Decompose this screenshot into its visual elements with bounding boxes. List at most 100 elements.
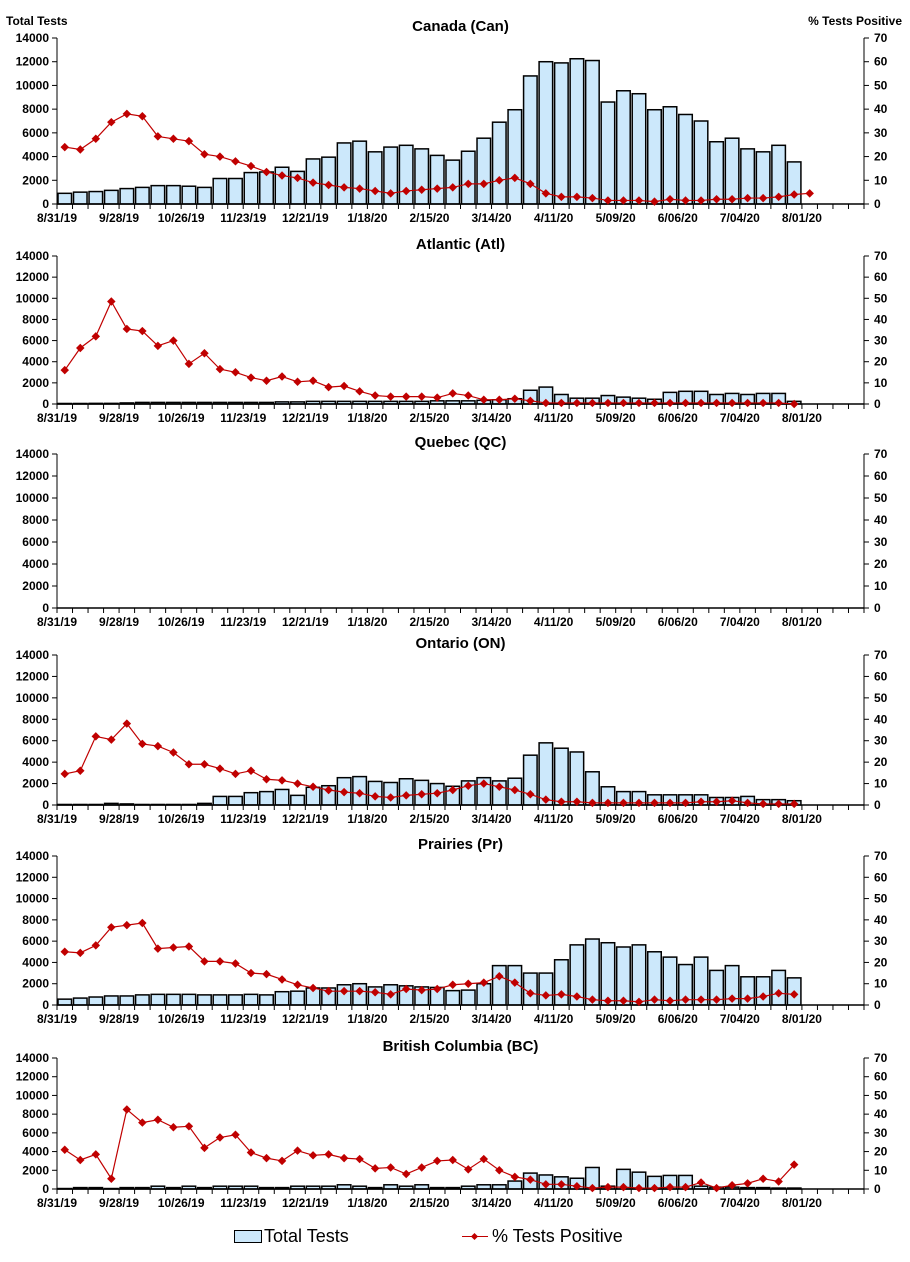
pct-positive-point [169,336,178,345]
bar [134,186,150,205]
y-tick-label: 2000 [22,777,49,791]
pct-positive-point [696,398,706,408]
y-tick-label: 12000 [16,55,50,69]
pct-positive-point [417,1163,426,1172]
pct-positive-point [184,1122,194,1131]
y2-tick-label: 10 [874,777,888,791]
pct-positive-point [541,795,551,804]
pct-positive-point [789,799,799,809]
pct-positive-point [557,990,566,999]
y-tick-label: 10000 [16,78,50,92]
y2-tick-label: 70 [874,447,888,461]
bar [600,941,616,1006]
pct-positive-point [339,381,349,391]
bar [414,148,430,205]
pct-positive-point [495,1166,504,1175]
y-tick-label: 2000 [22,173,49,187]
pct-positive-point [417,185,426,195]
pct-positive-point [76,145,85,154]
bar [150,993,166,1006]
x-tick-label: 1/18/20 [347,211,387,225]
bar [274,788,290,806]
pct-positive-point [107,117,116,127]
y2-tick-label: 0 [874,798,881,812]
pct-positive-point [153,132,163,141]
y2-tick-label: 50 [874,892,888,906]
pct-positive-point [619,1182,628,1192]
x-tick-label: 2/15/20 [409,812,449,826]
pct-positive-point [76,1155,85,1165]
x-tick-label: 10/26/19 [158,1196,205,1210]
bar [491,964,507,1006]
x-tick-label: 9/28/19 [99,615,139,629]
y2-tick-label: 10 [874,376,888,390]
pct-positive-point [727,1181,737,1190]
pct-positive-point [246,968,256,978]
pct-positive-point [200,349,209,358]
bar [584,59,600,205]
x-tick-label: 5/09/20 [596,411,636,425]
bar [507,1180,523,1190]
x-tick-label: 1/18/20 [347,615,387,629]
pct-positive-point [727,796,737,805]
pct-positive-point [650,1183,659,1193]
y2-tick-label: 70 [874,849,888,863]
bar-swatch-icon [234,1230,262,1243]
pct-positive-point [60,1145,70,1154]
pct-positive-point [60,947,70,957]
x-tick-label: 5/09/20 [596,1196,636,1210]
bar [460,150,476,205]
x-tick-label: 3/14/20 [472,812,512,826]
pct-positive-point [153,341,163,351]
pct-positive-point [448,183,457,192]
bar [88,190,104,205]
pct-positive-point [432,1156,442,1166]
x-tick-label: 12/21/19 [282,411,329,425]
x-tick-label: 8/01/20 [782,1012,822,1026]
x-tick-label: 12/21/19 [282,1012,329,1026]
y2-tick-label: 10 [874,977,888,991]
bar [491,121,507,205]
pct-positive-point [510,1172,520,1182]
x-tick-label: 12/21/19 [282,1196,329,1210]
x-tick-label: 6/06/20 [658,211,698,225]
pct-positive-point [789,1160,799,1169]
pct-positive-point [588,995,597,1004]
x-tick-label: 8/31/19 [37,1196,77,1210]
bar [569,751,585,806]
pct-positive-point [789,399,799,409]
pct-positive-point [339,183,349,192]
pct-positive-point [370,186,380,196]
pct-positive-point [448,785,457,795]
pct-positive-point [215,1133,225,1142]
pct-positive-point [681,1182,690,1192]
pct-positive-point [774,1177,783,1186]
chart-title: Ontario (ON) [416,635,506,652]
y-tick-label: 0 [42,798,49,812]
bar [103,189,119,205]
pct-positive-point [324,785,333,795]
pct-positive-point [448,389,457,398]
pct-positive-point [432,788,442,798]
pct-positive-point [231,157,240,166]
y-tick-label: 0 [42,998,49,1012]
pct-positive-point [169,134,178,144]
pct-positive-point [774,799,783,809]
bar [259,994,275,1006]
x-tick-label: 7/04/20 [720,615,760,629]
x-tick-label: 5/09/20 [596,1012,636,1026]
pct-positive-point [712,995,721,1004]
chart-panel: Atlantic (Atl) 0 2000 4000 6000 8000 10000 1200… [16,236,888,425]
pct-positive-point [495,176,504,185]
bar [709,141,725,205]
y2-tick-label: 20 [874,557,888,571]
chart-title: British Columbia (BC) [383,1038,539,1055]
pct-positive-point [712,398,721,408]
pct-positive-point [262,1153,271,1163]
y2-tick-label: 40 [874,712,888,726]
bar [631,944,647,1006]
pct-positive-point [510,394,520,403]
pct-positive-point [526,1175,535,1184]
x-tick-label: 3/14/20 [472,615,512,629]
pct-positive-point [758,992,768,1001]
